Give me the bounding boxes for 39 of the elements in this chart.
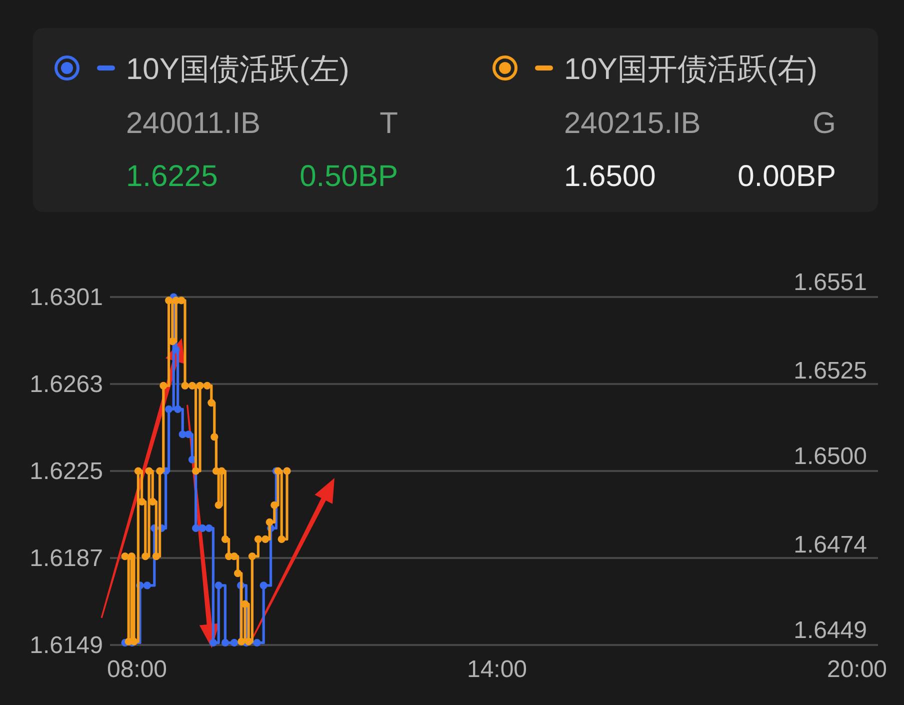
y-tick-label: 1.6301 bbox=[30, 284, 103, 311]
text: G bbox=[812, 107, 836, 140]
text: 1.6225 bbox=[126, 160, 218, 193]
point bbox=[143, 582, 151, 590]
point bbox=[260, 582, 268, 590]
text: 0.00BP bbox=[738, 160, 836, 193]
x-tick-label: 14:00 bbox=[466, 656, 528, 683]
text: T bbox=[380, 107, 398, 140]
x-tick-label: 08:00 bbox=[106, 656, 168, 683]
point bbox=[172, 346, 180, 354]
y2-tick-label: 1.6525 bbox=[794, 358, 867, 385]
y2-tick-label: 1.6449 bbox=[794, 617, 867, 644]
point bbox=[205, 524, 213, 532]
legend-item: 10Y国开债活跃(右) bbox=[492, 53, 818, 86]
y2-tick-label: 1.6500 bbox=[794, 443, 867, 470]
legend-label: 10Y国开债活跃(右) bbox=[564, 53, 818, 86]
point bbox=[198, 524, 206, 532]
legend-label: 10Y国债活跃(左) bbox=[126, 53, 350, 86]
text: 240215.IB bbox=[564, 107, 701, 140]
point bbox=[209, 638, 217, 647]
point bbox=[165, 405, 173, 413]
y-tick-label: 1.6263 bbox=[30, 371, 103, 398]
point bbox=[184, 430, 192, 438]
y2-tick-label: 1.6474 bbox=[794, 532, 867, 559]
y-tick-label: 1.6225 bbox=[30, 458, 103, 485]
point bbox=[192, 524, 200, 532]
x-tick-label: 20:00 bbox=[826, 656, 888, 683]
text: 240011.IB bbox=[126, 107, 261, 140]
point bbox=[230, 638, 238, 647]
point bbox=[174, 405, 182, 413]
y-tick-label: 1.6149 bbox=[30, 632, 103, 659]
point bbox=[214, 582, 222, 590]
text: 1.6500 bbox=[564, 160, 656, 193]
point bbox=[221, 638, 229, 647]
y-tick-label: 1.6187 bbox=[30, 545, 103, 572]
legend-item: 10Y国债活跃(左) bbox=[54, 53, 350, 86]
y2-tick-label: 1.6551 bbox=[794, 269, 867, 296]
text: 0.50BP bbox=[300, 160, 398, 193]
point bbox=[253, 638, 261, 647]
